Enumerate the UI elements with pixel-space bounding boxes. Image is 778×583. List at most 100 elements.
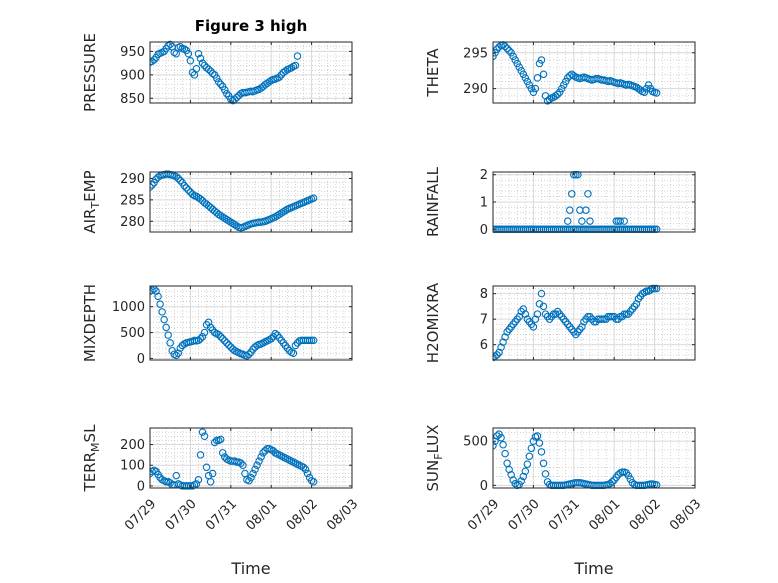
data-point	[279, 208, 288, 216]
data-point	[184, 186, 193, 194]
data-point	[501, 42, 509, 51]
data-point	[259, 449, 267, 457]
data-series	[150, 170, 318, 232]
y-tick-label: 280	[120, 215, 145, 230]
y-tick-label: 500	[463, 435, 488, 450]
data-point	[172, 471, 181, 480]
data-point	[194, 49, 203, 58]
data-point	[164, 331, 172, 339]
data-point	[188, 68, 197, 77]
data-point	[192, 480, 201, 488]
data-point	[196, 451, 205, 459]
y-tick-label: 295	[463, 46, 488, 61]
data-point	[507, 49, 515, 57]
data-point	[216, 435, 225, 444]
data-point	[493, 432, 501, 440]
y-tick-label: 100	[120, 459, 145, 474]
data-point	[198, 428, 207, 436]
data-point	[632, 300, 641, 308]
data-point	[301, 465, 310, 474]
data-point	[216, 332, 225, 341]
data-point	[192, 65, 201, 73]
data-point	[586, 217, 594, 225]
mixdepth-chart: 0 500 1000 MIXDEPTH	[81, 284, 353, 367]
data-point	[172, 172, 181, 181]
data-point	[265, 78, 273, 86]
data-point	[227, 218, 235, 226]
y-axis-label: H2OMIXRA	[424, 282, 442, 363]
data-point	[198, 332, 207, 341]
data-point	[305, 336, 314, 345]
data-point	[501, 333, 509, 341]
data-point	[537, 56, 546, 64]
data-point	[531, 315, 540, 323]
data-point	[245, 350, 253, 359]
data-point	[257, 453, 265, 461]
plot-area	[493, 286, 695, 360]
data-point	[160, 315, 168, 324]
data-point	[303, 469, 312, 478]
data-point	[566, 206, 574, 214]
data-point	[216, 80, 225, 88]
data-point	[271, 213, 279, 221]
data-point	[196, 54, 205, 63]
y-tick-label: 850	[120, 92, 145, 107]
data-point	[223, 89, 231, 98]
y-tick-label: 8	[480, 287, 488, 302]
figure-title: Figure 3 high	[195, 17, 308, 35]
data-point	[198, 59, 207, 67]
data-point	[537, 448, 546, 456]
data-point	[196, 195, 205, 203]
data-point	[206, 67, 215, 75]
data-point	[517, 66, 526, 75]
data-point	[218, 335, 227, 343]
h2omixra-chart: 6 7 8 H2OMIXRA	[424, 282, 696, 363]
data-point	[584, 312, 592, 321]
data-point	[172, 351, 181, 360]
data-point	[180, 181, 189, 190]
data-point	[606, 312, 614, 321]
data-point	[184, 49, 193, 58]
y-tick-label: 0	[480, 479, 488, 494]
data-point	[223, 339, 231, 347]
data-point	[640, 88, 649, 96]
y-tick-label: 2	[480, 168, 488, 183]
data-point	[533, 74, 542, 82]
y-tick-label: 0	[137, 479, 145, 494]
data-point	[519, 305, 528, 313]
data-point	[650, 284, 659, 293]
data-point	[533, 310, 542, 318]
data-point	[275, 210, 284, 219]
data-point	[553, 90, 562, 99]
data-point	[578, 323, 586, 331]
axes-box	[149, 285, 353, 361]
data-point	[154, 292, 162, 301]
data-point	[170, 48, 178, 57]
data-point	[622, 310, 631, 318]
data-point	[493, 49, 499, 57]
data-point	[299, 463, 308, 472]
data-point	[521, 74, 530, 82]
y-axis-label: THETA	[424, 48, 442, 98]
data-point	[527, 444, 536, 453]
y-tick-label: 200	[120, 438, 145, 453]
data-point	[307, 336, 316, 345]
data-point	[533, 432, 542, 440]
data-point	[539, 459, 548, 468]
data-point	[233, 458, 241, 466]
data-point	[225, 341, 233, 349]
data-point	[525, 81, 534, 89]
axes-box	[492, 41, 696, 104]
data-point	[497, 343, 505, 351]
data-point	[640, 288, 649, 297]
data-point	[497, 433, 505, 442]
axes-box	[492, 427, 696, 489]
data-point	[237, 459, 245, 467]
data-point	[309, 478, 318, 486]
data-point	[541, 470, 550, 478]
data-point	[513, 59, 521, 68]
data-point	[180, 45, 189, 53]
data-point	[523, 460, 532, 468]
data-point	[521, 310, 530, 318]
